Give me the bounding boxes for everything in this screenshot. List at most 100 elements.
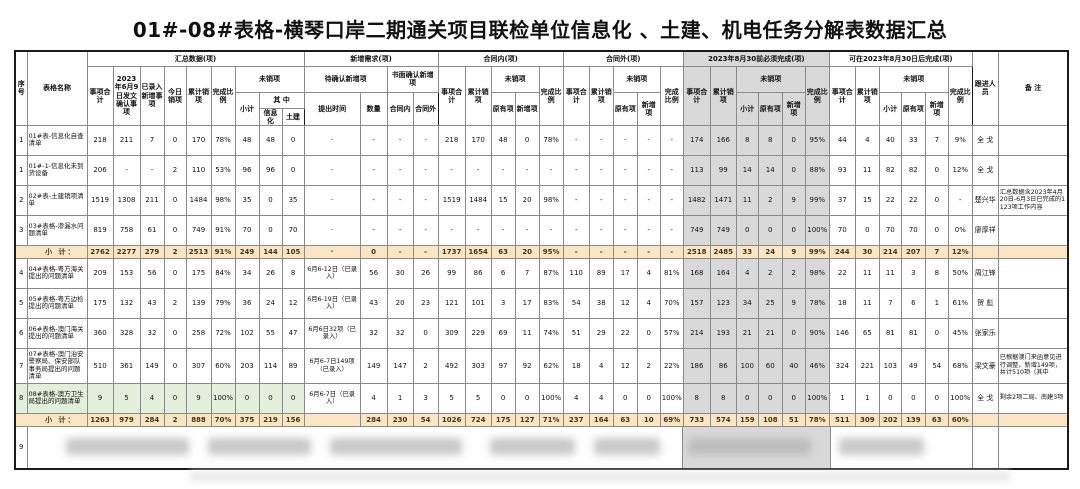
cell[interactable]: 1 xyxy=(386,382,414,414)
cell[interactable]: 4 xyxy=(735,257,759,289)
cell[interactable]: 0 xyxy=(514,382,540,414)
cell[interactable]: 88% xyxy=(804,154,830,186)
cell[interactable]: 6月6-19日（已录入） xyxy=(303,287,361,319)
cell[interactable]: 214 xyxy=(682,317,711,349)
cell[interactable]: 8 xyxy=(735,124,759,156)
cell[interactable]: 203 xyxy=(234,347,260,384)
cell[interactable]: 819 xyxy=(86,214,114,246)
cell[interactable]: 6月6-7日149项（已录入） xyxy=(303,347,361,384)
cell[interactable]: 1026 xyxy=(437,412,466,427)
cell[interactable]: 37 xyxy=(828,184,856,216)
cell[interactable]: - xyxy=(139,154,165,186)
cell[interactable]: 9 xyxy=(781,244,806,259)
cell[interactable]: 9 xyxy=(86,382,114,414)
cell[interactable]: 54 xyxy=(924,347,949,384)
cell[interactable]: 1654 xyxy=(464,244,492,259)
cell[interactable]: 170 xyxy=(464,124,492,156)
cell[interactable]: 159 xyxy=(735,412,759,427)
cell-table-name[interactable]: 05#表格-粤方边检提出的问题清单 xyxy=(26,287,88,319)
cell[interactable]: 45% xyxy=(947,317,973,349)
cell[interactable]: 0 xyxy=(878,382,902,414)
cell[interactable]: 14 xyxy=(735,154,759,186)
cell[interactable]: 0 xyxy=(636,382,661,414)
cell[interactable]: 0 xyxy=(735,382,759,414)
cell[interactable]: 5 xyxy=(112,382,141,414)
cell[interactable]: 6 xyxy=(900,287,926,319)
cell[interactable]: 170 xyxy=(185,124,212,156)
cell[interactable]: - xyxy=(112,154,141,186)
cell[interactable]: - xyxy=(636,214,661,246)
cell[interactable]: 68% xyxy=(947,347,973,384)
cell-remark[interactable] xyxy=(997,412,1069,427)
cell[interactable]: 99% xyxy=(804,184,830,216)
cell[interactable]: 44 xyxy=(828,124,856,156)
cell[interactable]: 34 xyxy=(735,287,759,319)
cell[interactable]: 49 xyxy=(900,347,926,384)
cell[interactable]: 3 xyxy=(900,257,926,289)
cell[interactable]: 324 xyxy=(828,347,856,384)
cell[interactable]: 46% xyxy=(804,347,830,384)
cell[interactable]: 98% xyxy=(210,184,236,216)
cell[interactable]: 86 xyxy=(464,257,492,289)
cell[interactable]: 207 xyxy=(900,244,926,259)
cell[interactable]: 0 xyxy=(163,184,187,216)
cell[interactable]: 38 xyxy=(588,287,614,319)
cell[interactable]: - xyxy=(412,244,439,259)
cell[interactable]: - xyxy=(659,184,684,216)
cell[interactable]: - xyxy=(303,244,361,259)
cell[interactable]: 193 xyxy=(709,317,737,349)
cell[interactable]: 63 xyxy=(490,244,516,259)
cell[interactable]: 0% xyxy=(947,214,973,246)
cell-table-name[interactable]: 02#表-土建销项清单 xyxy=(26,184,88,216)
cell[interactable]: 60 xyxy=(757,347,783,384)
cell[interactable]: 91% xyxy=(210,214,236,246)
cell[interactable]: 4 xyxy=(588,347,614,384)
cell-follower[interactable]: 全 戈 xyxy=(971,154,999,186)
cell[interactable]: 15 xyxy=(854,184,880,216)
cell[interactable]: 78% xyxy=(538,124,564,156)
cell[interactable]: - xyxy=(538,214,564,246)
cell[interactable]: 17 xyxy=(612,257,638,289)
cell[interactable]: 110 xyxy=(562,257,590,289)
cell[interactable]: - xyxy=(947,184,973,216)
cell[interactable]: - xyxy=(359,154,388,186)
cell[interactable]: 11 xyxy=(854,154,880,186)
cell-table-name[interactable]: 04#表格-粤方海关提出的问题清单 xyxy=(26,257,88,289)
cell[interactable]: - xyxy=(612,184,638,216)
cell[interactable]: - xyxy=(514,214,540,246)
cell-seq[interactable]: 5 xyxy=(14,287,28,319)
cell-seq[interactable]: 8 xyxy=(14,382,28,414)
cell[interactable]: 4 xyxy=(562,382,590,414)
cell[interactable]: 1308 xyxy=(112,184,141,216)
cell[interactable]: 0 xyxy=(924,154,949,186)
cell[interactable]: 74% xyxy=(538,317,564,349)
cell[interactable]: 219 xyxy=(258,412,283,427)
cell[interactable]: 83% xyxy=(538,287,564,319)
cell[interactable]: 0 xyxy=(412,317,439,349)
cell-remark[interactable] xyxy=(997,257,1069,289)
cell[interactable]: 4 xyxy=(588,382,614,414)
cell[interactable]: 307 xyxy=(185,347,212,384)
cell[interactable]: 3 xyxy=(490,287,516,319)
cell[interactable]: 65 xyxy=(854,317,880,349)
cell[interactable]: - xyxy=(562,154,590,186)
cell[interactable]: - xyxy=(303,184,361,216)
cell[interactable]: 72% xyxy=(210,317,236,349)
cell[interactable]: - xyxy=(562,124,590,156)
cell[interactable]: 2762 xyxy=(86,244,114,259)
cell[interactable]: 70% xyxy=(659,287,684,319)
cell[interactable]: 78% xyxy=(210,124,236,156)
cell[interactable]: 0 xyxy=(636,317,661,349)
cell[interactable]: 0 xyxy=(281,154,305,186)
cell[interactable]: 81 xyxy=(900,317,926,349)
cell[interactable]: 7 xyxy=(924,244,949,259)
cell[interactable]: 43 xyxy=(139,287,165,319)
cell[interactable]: 0 xyxy=(924,184,949,216)
cell[interactable]: 361 xyxy=(112,347,141,384)
cell[interactable]: - xyxy=(464,214,492,246)
cell[interactable]: 101 xyxy=(464,287,492,319)
cell[interactable]: 70 xyxy=(828,214,856,246)
cell[interactable]: 20 xyxy=(514,244,540,259)
cell[interactable]: 102 xyxy=(234,317,260,349)
cell[interactable]: 4 xyxy=(636,287,661,319)
